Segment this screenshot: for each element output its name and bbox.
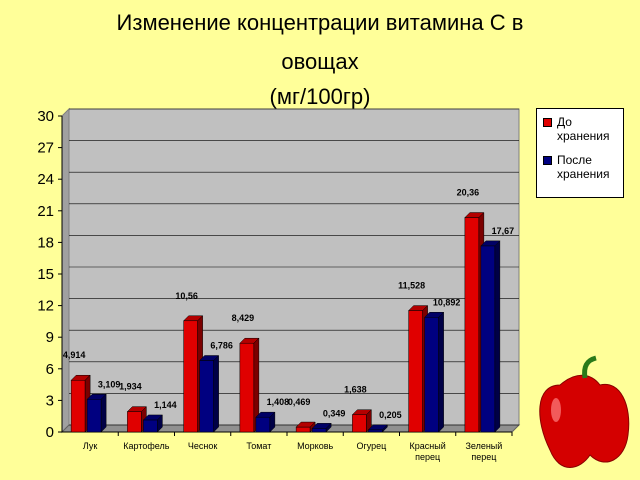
- data-label: 17,67: [492, 226, 515, 236]
- data-label: 10,56: [175, 291, 198, 301]
- x-tick-label: Морковь: [297, 441, 334, 451]
- legend-swatch: [543, 118, 552, 127]
- bar-side: [269, 411, 276, 433]
- legend-label: После хранения: [557, 153, 610, 181]
- legend: До хранения После хранения: [536, 108, 624, 198]
- bar: [368, 429, 383, 433]
- y-tick-label: 21: [37, 203, 54, 220]
- data-label: 8,429: [232, 313, 255, 323]
- bar: [239, 342, 255, 433]
- bar: [86, 399, 102, 433]
- chart-title: Изменение концентрации витамина С в: [117, 10, 524, 35]
- data-label: 0,469: [288, 397, 311, 407]
- side-wall: [61, 107, 70, 434]
- y-tick-label: 12: [37, 298, 54, 315]
- bar: [311, 428, 327, 433]
- chart-title: овощах: [281, 49, 358, 74]
- y-tick-label: 6: [46, 361, 54, 378]
- data-label: 1,934: [119, 382, 142, 392]
- y-tick-label: 15: [37, 266, 54, 283]
- x-tick-label: Лук: [82, 441, 98, 451]
- data-label: 1,408: [267, 397, 290, 407]
- bar-side: [157, 414, 163, 433]
- bar: [295, 426, 311, 433]
- y-tick-label: 0: [46, 424, 54, 441]
- data-label: 6,786: [210, 341, 233, 351]
- data-label: 10,892: [433, 297, 461, 307]
- data-label: 4,914: [63, 350, 86, 360]
- bar: [255, 416, 271, 433]
- bar: [143, 419, 158, 433]
- bar-side: [325, 422, 332, 433]
- chart-title: (мг/100гр): [270, 84, 371, 109]
- x-tick-label: Красный перец: [409, 441, 446, 462]
- x-tick-label: Огурец: [356, 441, 387, 451]
- data-label: 20,36: [457, 188, 480, 198]
- bar: [424, 317, 439, 433]
- x-tick-label: Томат: [246, 441, 272, 451]
- pepper: [539, 355, 630, 468]
- data-label: 1,144: [154, 400, 177, 410]
- bar-side: [494, 240, 501, 433]
- bar: [408, 310, 423, 433]
- data-label: 0,205: [379, 410, 402, 420]
- bar: [464, 217, 480, 433]
- y-tick-label: 3: [46, 392, 54, 409]
- data-label: 0,349: [323, 408, 346, 418]
- x-tick-label: Чеснок: [187, 441, 218, 451]
- y-tick-label: 30: [37, 108, 54, 125]
- bar: [352, 414, 367, 433]
- bar: [70, 379, 86, 433]
- data-label: 1,638: [344, 385, 367, 395]
- y-tick-label: 18: [37, 234, 54, 251]
- bar-side: [100, 393, 107, 433]
- legend-entry: После хранения: [541, 153, 619, 181]
- x-tick-label: Картофель: [123, 441, 170, 451]
- x-tick-label: Зеленый перец: [465, 441, 503, 462]
- bar-side: [438, 311, 444, 433]
- y-tick-label: 27: [37, 140, 54, 157]
- bar: [183, 320, 198, 433]
- bar: [480, 245, 496, 433]
- legend-swatch: [543, 156, 552, 165]
- bar: [199, 360, 214, 433]
- legend-entry: До хранения: [541, 115, 619, 143]
- data-label: 3,109: [98, 379, 121, 389]
- y-tick-label: 24: [37, 171, 54, 188]
- bar-side: [382, 424, 388, 433]
- legend-label: До хранения: [557, 115, 610, 143]
- bar-side: [213, 354, 219, 433]
- bar: [127, 411, 142, 433]
- y-tick-label: 9: [46, 329, 54, 346]
- data-label: 11,528: [398, 281, 425, 291]
